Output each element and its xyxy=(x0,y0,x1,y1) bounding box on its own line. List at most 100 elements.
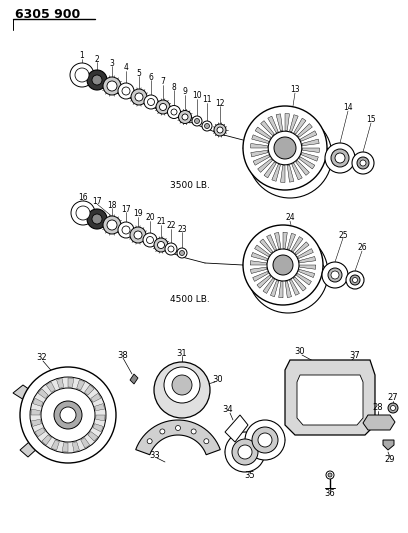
Circle shape xyxy=(390,406,395,410)
Text: 38: 38 xyxy=(118,351,129,359)
Polygon shape xyxy=(93,424,103,432)
Circle shape xyxy=(87,70,107,90)
Text: 5: 5 xyxy=(137,69,142,77)
Text: 7: 7 xyxy=(161,77,165,86)
Circle shape xyxy=(179,110,191,124)
Polygon shape xyxy=(293,277,306,291)
Circle shape xyxy=(346,271,364,289)
Polygon shape xyxy=(285,114,290,131)
Circle shape xyxy=(20,367,116,463)
Polygon shape xyxy=(57,378,64,389)
Polygon shape xyxy=(225,415,248,442)
Polygon shape xyxy=(258,159,273,172)
Polygon shape xyxy=(287,165,294,182)
Polygon shape xyxy=(281,165,285,182)
Circle shape xyxy=(103,77,121,95)
Text: 15: 15 xyxy=(366,116,376,125)
Circle shape xyxy=(172,375,192,395)
Polygon shape xyxy=(46,382,55,392)
Text: 19: 19 xyxy=(133,209,143,219)
Circle shape xyxy=(160,103,166,110)
Polygon shape xyxy=(13,385,54,412)
Polygon shape xyxy=(291,237,303,252)
Polygon shape xyxy=(31,409,40,415)
Circle shape xyxy=(147,439,152,443)
Circle shape xyxy=(60,407,76,423)
Polygon shape xyxy=(275,232,281,249)
Polygon shape xyxy=(68,378,74,387)
Text: 3500 LB.: 3500 LB. xyxy=(170,181,210,190)
Circle shape xyxy=(154,362,210,418)
Polygon shape xyxy=(297,248,313,259)
Circle shape xyxy=(54,401,82,429)
Polygon shape xyxy=(95,415,105,421)
Text: 33: 33 xyxy=(150,450,160,459)
Circle shape xyxy=(118,222,134,238)
Text: 31: 31 xyxy=(177,349,187,358)
Polygon shape xyxy=(136,420,220,455)
Circle shape xyxy=(331,149,349,167)
Circle shape xyxy=(154,238,168,252)
Text: 27: 27 xyxy=(388,393,398,402)
Circle shape xyxy=(143,233,157,247)
Circle shape xyxy=(41,388,95,442)
Circle shape xyxy=(352,152,374,174)
Polygon shape xyxy=(251,150,268,157)
Text: 29: 29 xyxy=(385,456,395,464)
Circle shape xyxy=(130,227,146,243)
Circle shape xyxy=(92,214,102,224)
Circle shape xyxy=(331,271,339,279)
Text: 4: 4 xyxy=(124,63,129,72)
Circle shape xyxy=(177,248,187,258)
Polygon shape xyxy=(260,239,273,253)
Text: 32: 32 xyxy=(37,353,47,362)
Text: 17: 17 xyxy=(121,205,131,214)
Polygon shape xyxy=(261,120,274,135)
Polygon shape xyxy=(253,271,268,281)
Polygon shape xyxy=(88,431,98,441)
Circle shape xyxy=(160,429,165,434)
Circle shape xyxy=(103,216,121,234)
Polygon shape xyxy=(299,256,315,263)
Ellipse shape xyxy=(245,420,285,460)
Circle shape xyxy=(217,127,223,133)
Polygon shape xyxy=(91,393,101,402)
Circle shape xyxy=(335,153,345,163)
Circle shape xyxy=(135,93,143,101)
Text: 3: 3 xyxy=(110,59,114,68)
Circle shape xyxy=(191,429,196,434)
Circle shape xyxy=(195,118,200,124)
Circle shape xyxy=(171,109,177,115)
Circle shape xyxy=(273,255,293,275)
Polygon shape xyxy=(302,148,319,152)
Circle shape xyxy=(353,278,357,282)
Polygon shape xyxy=(250,261,266,265)
Text: 30: 30 xyxy=(295,348,305,357)
Text: 13: 13 xyxy=(290,85,300,94)
Circle shape xyxy=(157,241,164,248)
Text: 35: 35 xyxy=(245,471,255,480)
Polygon shape xyxy=(38,389,48,399)
Circle shape xyxy=(268,131,302,165)
Circle shape xyxy=(107,81,117,91)
Circle shape xyxy=(87,209,107,229)
Circle shape xyxy=(243,225,323,305)
Circle shape xyxy=(168,246,174,252)
Polygon shape xyxy=(263,278,275,293)
Circle shape xyxy=(134,231,142,239)
Text: 6305 900: 6305 900 xyxy=(15,7,80,20)
Polygon shape xyxy=(296,160,309,175)
Polygon shape xyxy=(285,281,291,297)
Polygon shape xyxy=(81,438,90,448)
Polygon shape xyxy=(289,279,299,295)
Polygon shape xyxy=(33,398,43,406)
Text: 21: 21 xyxy=(156,217,166,227)
Polygon shape xyxy=(31,419,41,426)
Ellipse shape xyxy=(232,439,258,465)
Circle shape xyxy=(204,439,209,443)
Text: 10: 10 xyxy=(192,92,202,101)
Polygon shape xyxy=(268,116,278,133)
Polygon shape xyxy=(266,235,277,251)
Circle shape xyxy=(267,249,299,281)
Text: 34: 34 xyxy=(223,406,233,415)
